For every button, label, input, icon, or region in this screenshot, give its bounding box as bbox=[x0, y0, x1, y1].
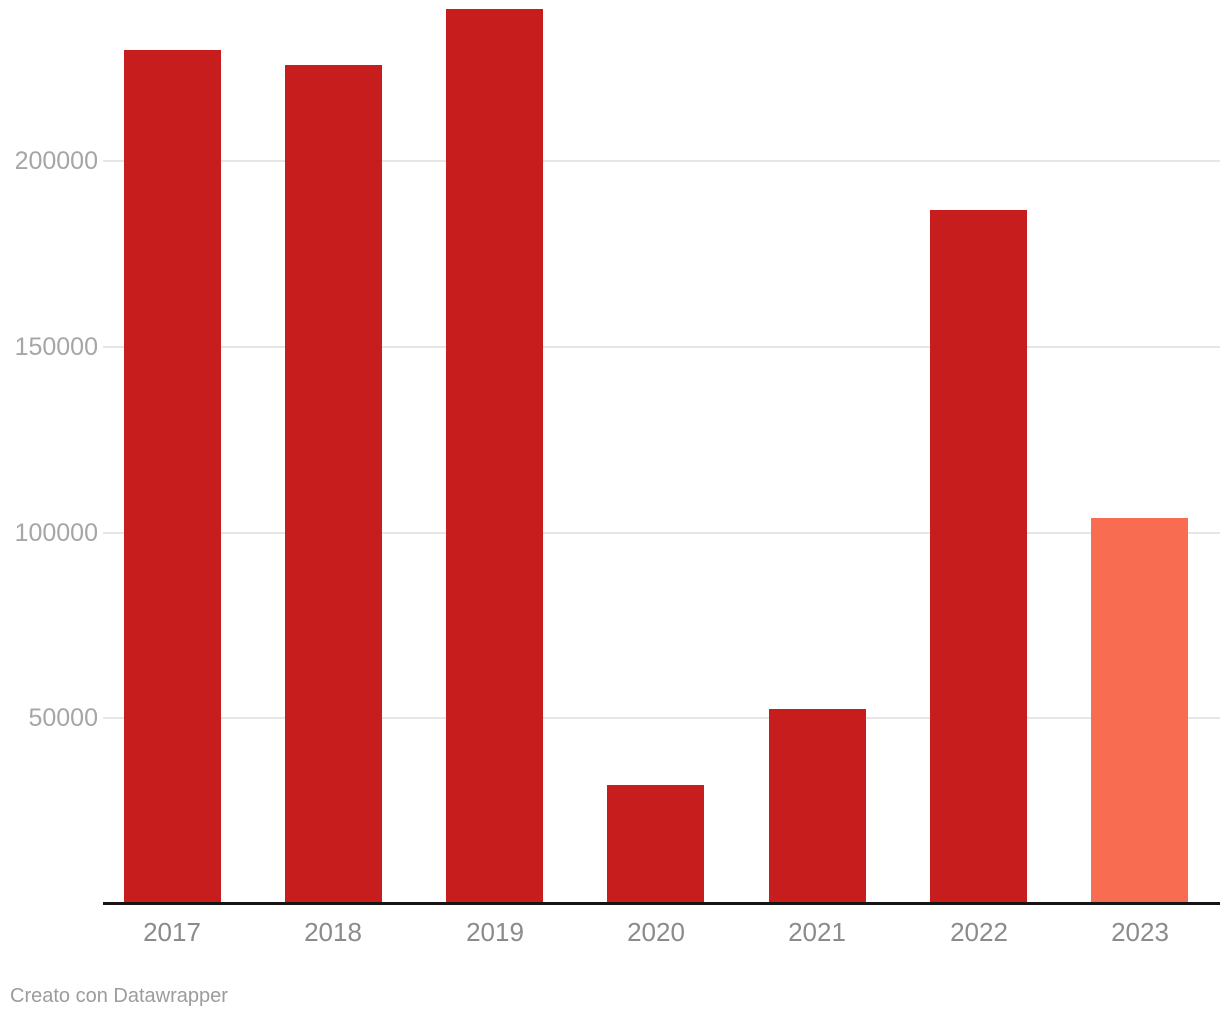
datawrapper-credit-link[interactable]: Creato con Datawrapper bbox=[10, 985, 228, 1007]
x-axis-label-2018: 2018 bbox=[304, 917, 362, 947]
gridline-50000 bbox=[103, 717, 1220, 719]
x-axis-label-2020: 2020 bbox=[627, 917, 685, 947]
bar-2021 bbox=[769, 709, 866, 902]
y-axis-tick-label: 150000 bbox=[14, 333, 98, 361]
x-axis-label-2023: 2023 bbox=[1111, 917, 1169, 947]
y-axis-tick-label: 200000 bbox=[14, 147, 98, 175]
gridline-150000 bbox=[103, 346, 1220, 348]
y-axis-tick-label: 50000 bbox=[28, 704, 98, 732]
bar-2022 bbox=[930, 210, 1027, 902]
bar-2023 bbox=[1091, 518, 1188, 902]
x-axis-label-2019: 2019 bbox=[466, 917, 524, 947]
x-axis-label-2022: 2022 bbox=[950, 917, 1008, 947]
bar-2018 bbox=[285, 65, 382, 902]
gridline-100000 bbox=[103, 532, 1220, 534]
x-axis-line bbox=[103, 902, 1220, 905]
footer: Creato con Datawrapper bbox=[10, 983, 228, 1009]
bar-2020 bbox=[607, 785, 704, 902]
gridline-200000 bbox=[103, 160, 1220, 162]
bar-2019 bbox=[446, 9, 543, 902]
x-axis-label-2021: 2021 bbox=[788, 917, 846, 947]
x-axis-label-2017: 2017 bbox=[143, 917, 201, 947]
bar-2017 bbox=[124, 50, 221, 902]
y-axis-tick-label: 100000 bbox=[14, 519, 98, 547]
